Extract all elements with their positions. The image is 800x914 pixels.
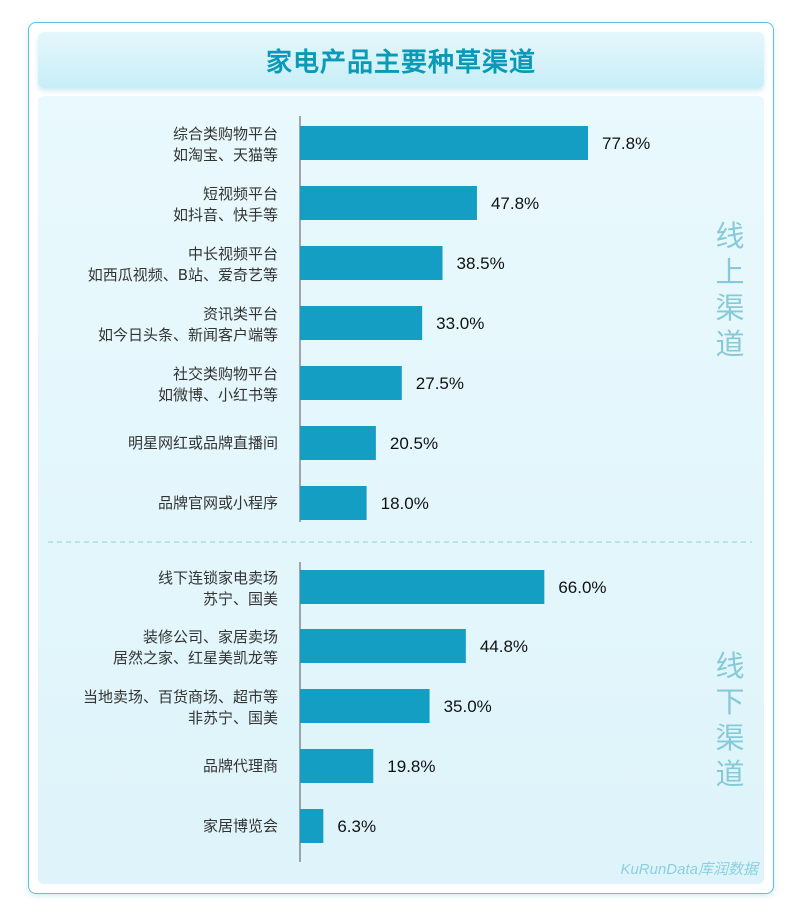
category-sublabel: 如今日头条、新闻客户端等 <box>98 326 278 344</box>
category-sublabel: 非苏宁、国美 <box>188 709 278 727</box>
value-label: 47.8% <box>491 194 539 213</box>
bar <box>300 749 374 783</box>
category-label: 装修公司、家居卖场 <box>143 628 278 646</box>
value-label: 77.8% <box>602 134 650 153</box>
group-label-char: 下 <box>715 685 744 719</box>
value-label: 27.5% <box>416 374 464 393</box>
value-label: 44.8% <box>480 637 528 656</box>
category-label: 明星网红或品牌直播间 <box>128 434 278 452</box>
category-label: 中长视频平台 <box>188 245 278 263</box>
category-label: 短视频平台 <box>203 185 278 203</box>
group-label-char: 上 <box>715 255 744 289</box>
bar <box>300 126 588 160</box>
group-label-char: 道 <box>715 757 744 791</box>
category-sublabel: 如微博、小红书等 <box>158 386 278 404</box>
value-label: 18.0% <box>381 494 429 513</box>
group-label-char: 渠 <box>715 721 744 755</box>
category-label: 社交类购物平台 <box>173 365 278 383</box>
category-label: 资讯类平台 <box>203 305 278 323</box>
group-label-char: 渠 <box>715 291 744 325</box>
category-label: 品牌官网或小程序 <box>158 494 278 512</box>
category-label: 综合类购物平台 <box>173 125 278 143</box>
title-banner: 家电产品主要种草渠道 <box>38 32 764 88</box>
category-sublabel: 居然之家、红星美凯龙等 <box>113 649 278 667</box>
category-label: 当地卖场、百货商场、超市等 <box>83 688 278 706</box>
category-label: 家居博览会 <box>203 817 278 835</box>
bar <box>300 186 477 220</box>
watermark: KuRunData库润数据 <box>620 861 760 878</box>
bar <box>300 306 423 340</box>
value-label: 66.0% <box>558 578 606 597</box>
category-label: 线下连锁家电卖场 <box>158 569 278 587</box>
chart-title: 家电产品主要种草渠道 <box>265 47 536 78</box>
bar <box>300 246 443 280</box>
value-label: 38.5% <box>457 254 505 273</box>
bar <box>300 486 367 520</box>
bar <box>300 629 466 663</box>
chart-panel <box>38 96 764 884</box>
value-label: 35.0% <box>444 697 492 716</box>
value-label: 20.5% <box>390 434 438 453</box>
bar <box>300 426 376 460</box>
group-label-char: 线 <box>715 649 744 683</box>
value-label: 19.8% <box>387 757 435 776</box>
category-sublabel: 如淘宝、天猫等 <box>173 146 278 164</box>
bar <box>300 570 545 604</box>
category-sublabel: 如西瓜视频、B站、爱奇艺等 <box>88 266 278 284</box>
value-label: 33.0% <box>436 314 484 333</box>
group-label-char: 道 <box>715 327 744 361</box>
bar <box>300 809 324 843</box>
bar <box>300 689 430 723</box>
category-sublabel: 如抖音、快手等 <box>173 206 278 224</box>
bar <box>300 366 402 400</box>
category-sublabel: 苏宁、国美 <box>203 590 278 608</box>
group-label-char: 线 <box>715 219 744 253</box>
category-label: 品牌代理商 <box>203 757 278 775</box>
value-label: 6.3% <box>337 817 376 836</box>
